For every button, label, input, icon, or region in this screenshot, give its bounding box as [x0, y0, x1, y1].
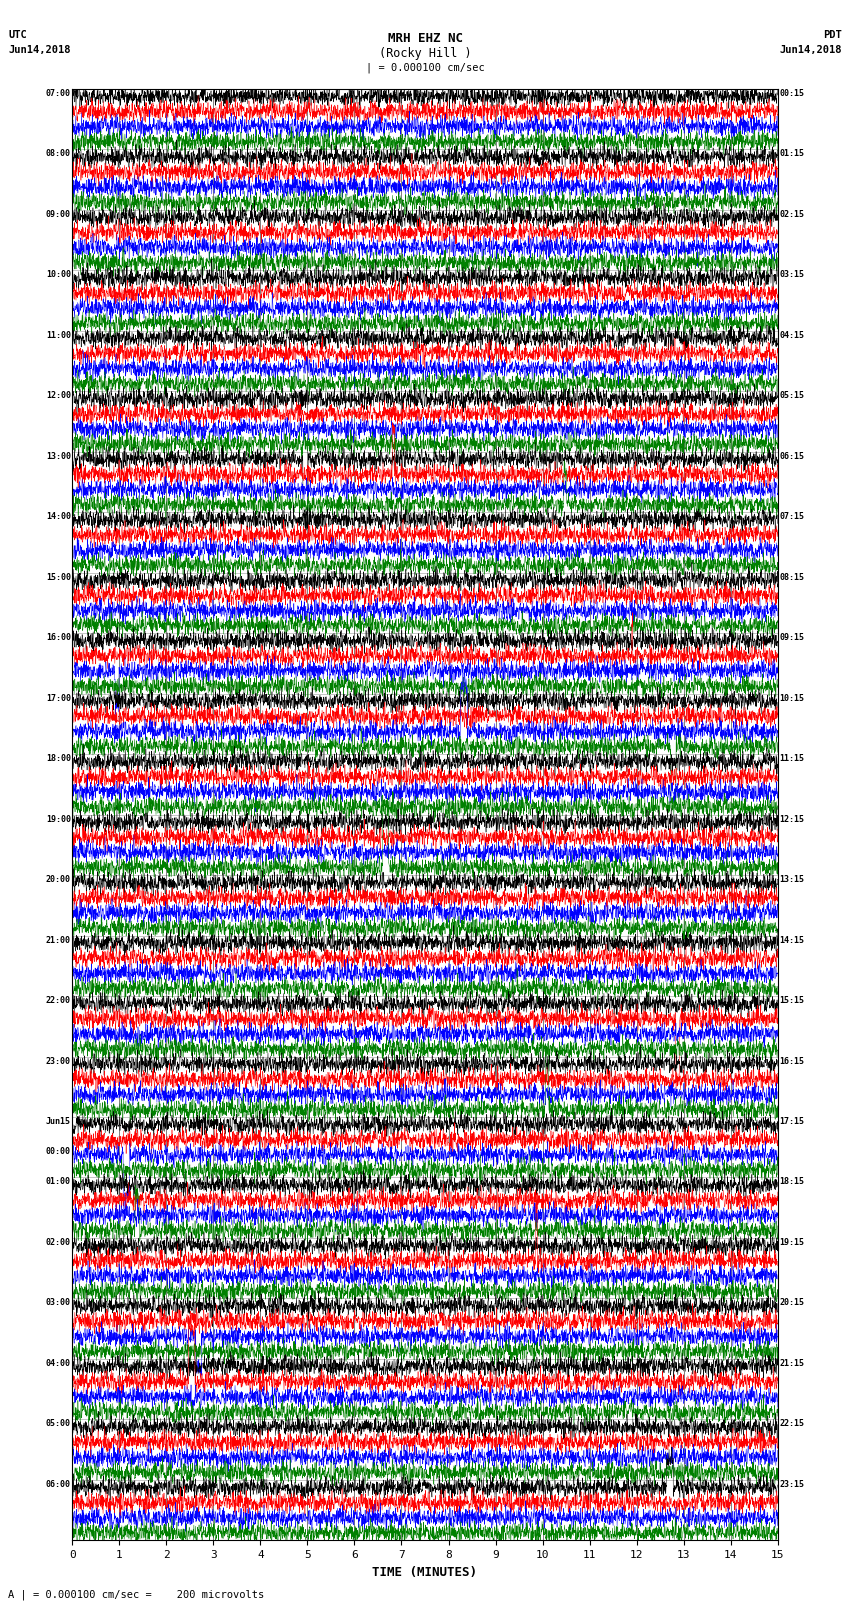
- Text: 23:00: 23:00: [46, 1057, 71, 1066]
- Text: 11:00: 11:00: [46, 331, 71, 340]
- Text: 17:00: 17:00: [46, 694, 71, 703]
- Text: 01:15: 01:15: [779, 150, 804, 158]
- Text: 10:00: 10:00: [46, 271, 71, 279]
- Text: 22:15: 22:15: [779, 1419, 804, 1429]
- Text: 12:00: 12:00: [46, 392, 71, 400]
- Text: 03:15: 03:15: [779, 271, 804, 279]
- Text: 18:15: 18:15: [779, 1177, 804, 1187]
- Text: 04:00: 04:00: [46, 1358, 71, 1368]
- Text: Jun14,2018: Jun14,2018: [779, 45, 842, 55]
- Text: 19:15: 19:15: [779, 1239, 804, 1247]
- Text: 13:00: 13:00: [46, 452, 71, 461]
- Text: Jun14,2018: Jun14,2018: [8, 45, 71, 55]
- Text: 04:15: 04:15: [779, 331, 804, 340]
- Text: 02:00: 02:00: [46, 1239, 71, 1247]
- Text: 11:15: 11:15: [779, 755, 804, 763]
- Text: (Rocky Hill ): (Rocky Hill ): [379, 47, 471, 60]
- Text: 22:00: 22:00: [46, 997, 71, 1005]
- Text: 08:00: 08:00: [46, 150, 71, 158]
- Text: 21:00: 21:00: [46, 936, 71, 945]
- Text: 12:15: 12:15: [779, 815, 804, 824]
- Text: 10:15: 10:15: [779, 694, 804, 703]
- Text: 15:15: 15:15: [779, 997, 804, 1005]
- Text: 14:15: 14:15: [779, 936, 804, 945]
- Text: 17:15: 17:15: [779, 1118, 804, 1126]
- Text: 06:15: 06:15: [779, 452, 804, 461]
- Text: 00:15: 00:15: [779, 89, 804, 98]
- Text: 05:15: 05:15: [779, 392, 804, 400]
- Text: 18:00: 18:00: [46, 755, 71, 763]
- Text: 05:00: 05:00: [46, 1419, 71, 1429]
- Text: 20:15: 20:15: [779, 1298, 804, 1308]
- Text: PDT: PDT: [823, 31, 842, 40]
- Text: 13:15: 13:15: [779, 876, 804, 884]
- Text: 16:00: 16:00: [46, 634, 71, 642]
- Text: 14:00: 14:00: [46, 513, 71, 521]
- Text: Jun15: Jun15: [46, 1118, 71, 1126]
- Text: A | = 0.000100 cm/sec =    200 microvolts: A | = 0.000100 cm/sec = 200 microvolts: [8, 1589, 264, 1600]
- Text: 19:00: 19:00: [46, 815, 71, 824]
- Text: 09:15: 09:15: [779, 634, 804, 642]
- Text: 01:00: 01:00: [46, 1177, 71, 1187]
- Text: 20:00: 20:00: [46, 876, 71, 884]
- Text: 08:15: 08:15: [779, 573, 804, 582]
- Text: 09:00: 09:00: [46, 210, 71, 219]
- Text: 00:00: 00:00: [46, 1147, 71, 1157]
- X-axis label: TIME (MINUTES): TIME (MINUTES): [372, 1566, 478, 1579]
- Text: 15:00: 15:00: [46, 573, 71, 582]
- Text: 07:00: 07:00: [46, 89, 71, 98]
- Text: 03:00: 03:00: [46, 1298, 71, 1308]
- Text: 02:15: 02:15: [779, 210, 804, 219]
- Text: 21:15: 21:15: [779, 1358, 804, 1368]
- Text: 16:15: 16:15: [779, 1057, 804, 1066]
- Text: | = 0.000100 cm/sec: | = 0.000100 cm/sec: [366, 61, 484, 73]
- Text: MRH EHZ NC: MRH EHZ NC: [388, 32, 462, 45]
- Text: 23:15: 23:15: [779, 1481, 804, 1489]
- Text: UTC: UTC: [8, 31, 27, 40]
- Text: 06:00: 06:00: [46, 1481, 71, 1489]
- Text: 07:15: 07:15: [779, 513, 804, 521]
